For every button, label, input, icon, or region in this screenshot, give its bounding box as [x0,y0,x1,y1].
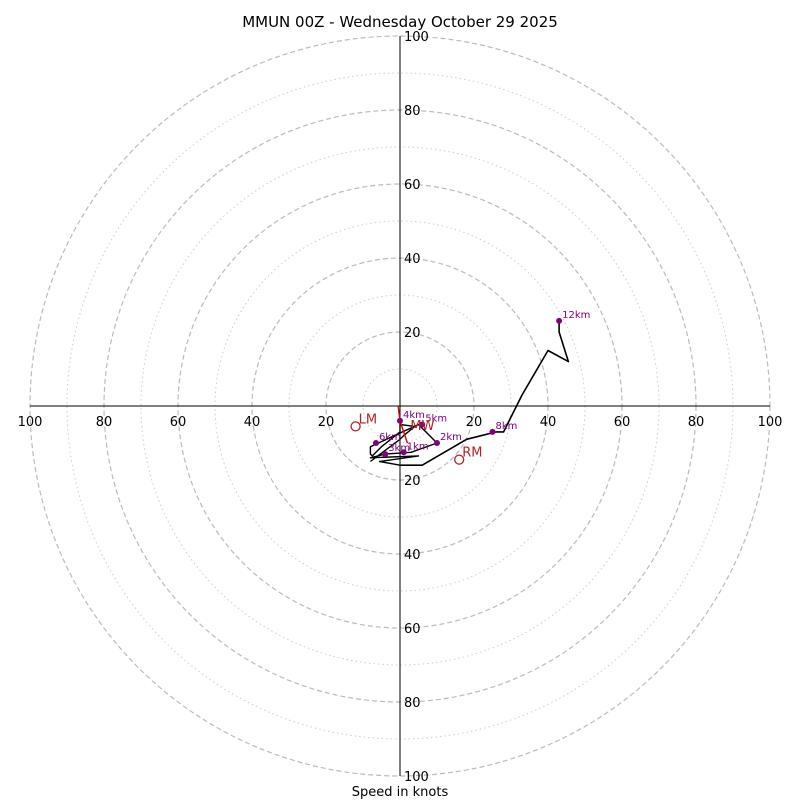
storm-motion-label: LM [359,412,377,427]
height-marker-label: 3km [388,443,410,454]
x-tick-label: 60 [614,415,631,430]
height-marker-label: 4km [403,410,425,421]
height-marker-point [372,440,379,446]
low-level-trace-line [369,423,438,466]
x-tick-label: 80 [96,415,113,430]
x-tick-label: 100 [18,415,43,430]
y-tick-label: 40 [404,252,421,267]
y-tick-label: 80 [404,104,421,119]
height-marker-label: 2km [440,432,462,443]
storm-motions-group: LM RM MW [350,412,482,465]
x-tick-label: 60 [170,415,187,430]
height-marker-point [434,440,440,446]
storm-motion-label: RM [462,446,482,461]
hodograph-trace-line [400,320,570,467]
height-marker-point [382,451,389,458]
height-marker-label: 1km [407,441,429,452]
y-tick-label: 80 [404,696,421,711]
x-tick-label: 20 [466,415,483,430]
x-axis-label: Speed in knots [352,785,449,800]
height-marker-point [556,317,563,324]
y-tick-label: 100 [404,30,429,45]
y-tick-label: 60 [404,178,421,193]
storm-motion-label: MW [410,419,434,434]
height-marker-label: 5km [425,414,447,425]
y-tick-label: 40 [404,548,421,563]
height-marker-point [419,421,426,428]
height-marker-point [397,417,403,424]
y-tick-label: 100 [404,770,429,785]
storm-motion-marker [350,421,361,432]
x-tick-label: 20 [318,415,335,430]
height-marker-label: 12km [562,310,590,321]
height-marker-point [400,449,407,456]
storm-motion-marker [454,454,465,465]
tick-labels-group: 100 100 80 80 60 60 40 40 20 20 20 20 40 40 60 60 80 80 10… [18,30,783,785]
chart-title: MMUN 00Z - Wednesday October 29 2025 [242,13,558,31]
y-tick-label: 20 [404,474,421,489]
y-tick-label: 20 [404,326,421,341]
axes-group [30,36,770,776]
x-tick-label: 40 [244,415,261,430]
x-tick-label: 80 [688,415,705,430]
x-tick-label: 40 [540,415,557,430]
height-marker-point [489,428,496,435]
y-tick-label: 60 [404,622,421,637]
x-tick-label: 100 [758,415,783,430]
height-marker-label: 8km [496,421,518,432]
height-markers-group: 1km 2km 3km 4km 5km 6km 8km 12km [372,310,590,458]
height-marker-label: 6km [379,432,401,443]
